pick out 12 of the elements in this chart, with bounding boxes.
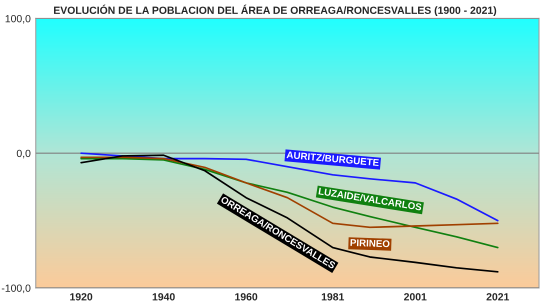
chart-title: EVOLUCIÓN DE LA POBLACION DEL ÁREA DE ORREAGA/RONCESVALLES (1900 - 2021) [54, 4, 496, 16]
x-tick-label: 1960 [235, 293, 258, 300]
x-tick-label: 1920 [70, 293, 92, 300]
y-tick-label: 0,0 [16, 150, 30, 158]
series-label: PIRINEO [350, 239, 390, 248]
x-tick-label: 1981 [322, 293, 344, 300]
x-tick-label: 2021 [486, 293, 510, 300]
y-tick-label: 100,0 [6, 14, 30, 24]
series-label: AURITZ/BURGUETE [286, 150, 380, 166]
y-tick-label: -100,0 [2, 284, 30, 294]
x-tick-label: 2001 [404, 293, 427, 300]
x-tick-label: 1940 [152, 293, 175, 300]
